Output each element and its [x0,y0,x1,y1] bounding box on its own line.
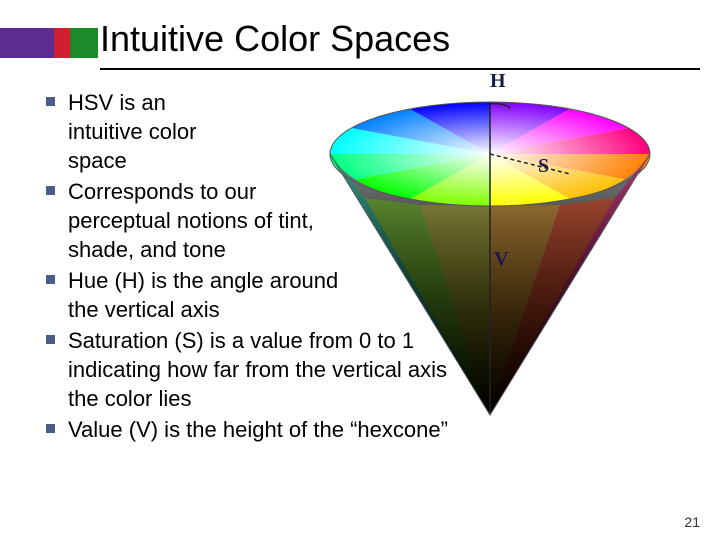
accent-rect-red [54,28,70,58]
accent-rect-purple [0,28,54,58]
slide-title: Intuitive Color Spaces [100,18,450,60]
hsv-cone-figure: H S V [300,70,680,430]
page-number: 21 [684,514,700,530]
bullet-item: HSV is an intuitive color space [40,88,240,175]
hsv-cone-svg [300,70,680,430]
title-bar: Intuitive Color Spaces [0,18,720,68]
bullet-item: Corresponds to our perceptual notions of… [40,177,320,264]
slide: Intuitive Color Spaces HSV is an intuiti… [0,0,720,540]
accent-rect-green [70,28,98,58]
